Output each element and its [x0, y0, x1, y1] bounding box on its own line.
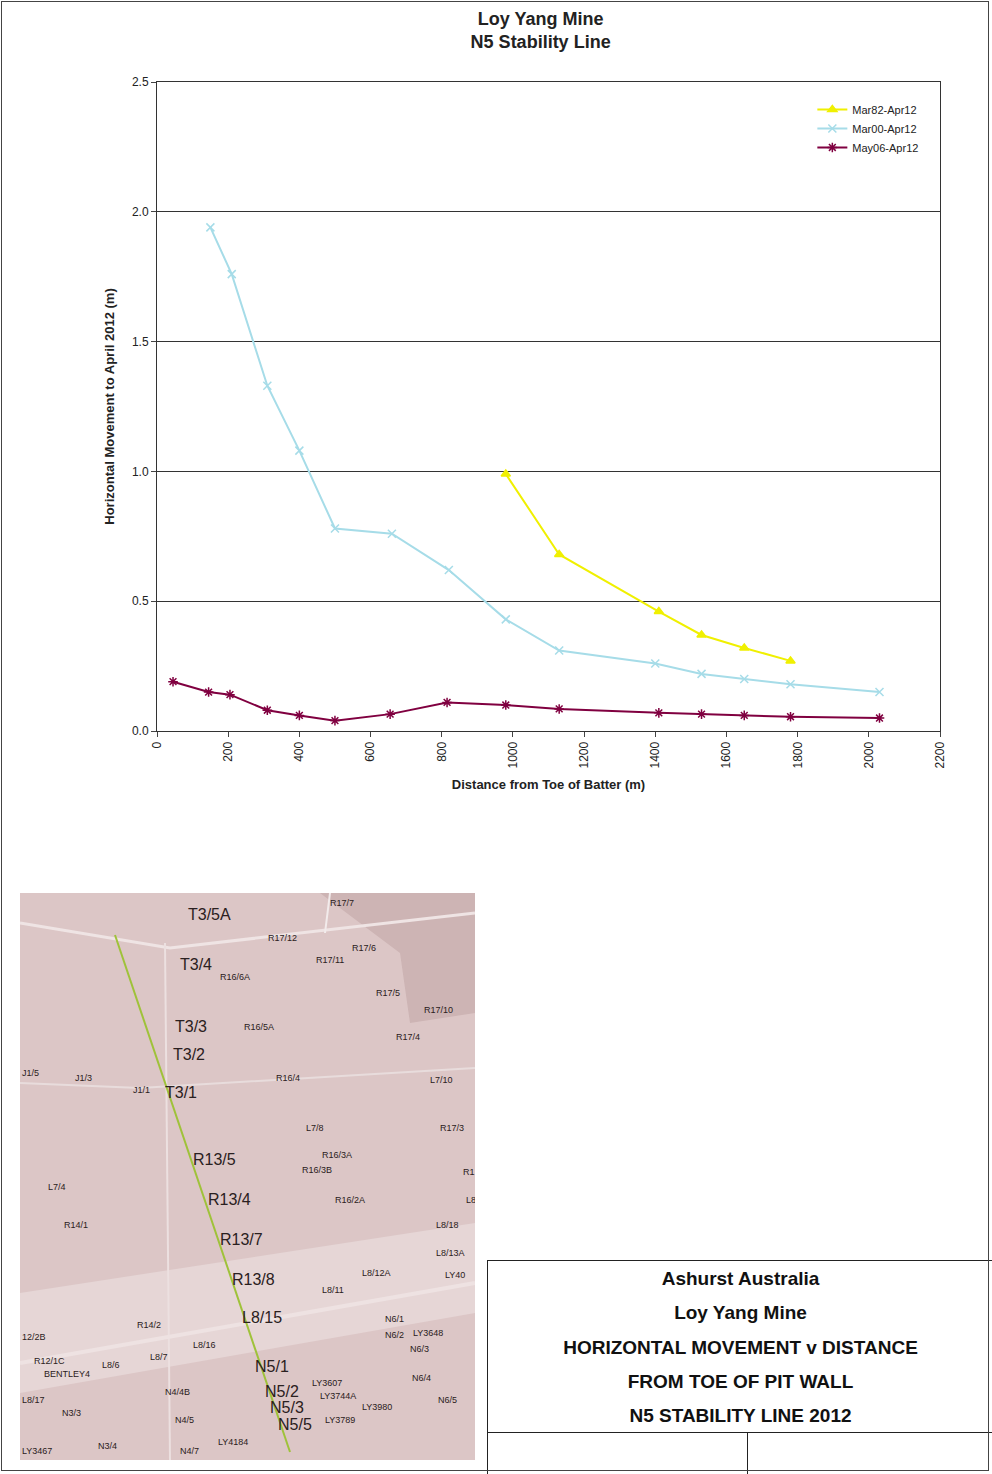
svg-text:May06-Apr12: May06-Apr12 — [852, 142, 918, 154]
html-text:N3/4: N3/4 — [98, 1440, 117, 1451]
html-text:LY3467: LY3467 — [22, 1445, 53, 1456]
html-text:12/2B: 12/2B — [22, 1331, 46, 1342]
html-text:R16/5A: R16/5A — [244, 1021, 274, 1032]
html-text:R13/4: R13/4 — [208, 1191, 251, 1208]
html-text:N6/5: N6/5 — [438, 1394, 457, 1405]
svg-text:600: 600 — [363, 741, 377, 761]
html-text:LY4184: LY4184 — [218, 1436, 249, 1447]
html-text:L7/8: L7/8 — [306, 1122, 324, 1133]
html-text:LY40: LY40 — [445, 1269, 466, 1280]
html-text:L8/17: L8/17 — [22, 1394, 45, 1405]
html-text:N3/3: N3/3 — [62, 1407, 81, 1418]
html-text:N5/5: N5/5 — [278, 1416, 312, 1433]
html-text:L8/13A: L8/13A — [436, 1247, 465, 1258]
html-text:Ashurst Australia: Ashurst Australia — [661, 1268, 820, 1289]
svg-text:2200: 2200 — [933, 741, 947, 768]
html-text:L8/7: L8/7 — [150, 1351, 168, 1362]
html-text:R14/2: R14/2 — [137, 1319, 161, 1330]
html-text:R16/6A: R16/6A — [220, 971, 250, 982]
html-text:J1/3: J1/3 — [75, 1072, 92, 1083]
html-text:R17/4: R17/4 — [396, 1031, 420, 1042]
html-text:L8/18: L8/18 — [436, 1219, 459, 1230]
html-text:L8/15: L8/15 — [242, 1309, 282, 1326]
svg-text:400: 400 — [292, 741, 306, 761]
html-text:R16/3A: R16/3A — [322, 1149, 352, 1160]
html-text:R13/7: R13/7 — [220, 1231, 263, 1248]
html-text:L8/16: L8/16 — [193, 1339, 216, 1350]
svg-text:Mar82-Apr12: Mar82-Apr12 — [852, 104, 916, 116]
html-text:T3/5A: T3/5A — [188, 906, 231, 923]
html-text:R12/1C: R12/1C — [34, 1355, 65, 1366]
html-text:N5/2: N5/2 — [265, 1383, 299, 1400]
html-text:L8/11: L8/11 — [322, 1284, 344, 1295]
html-text:R17/12: R17/12 — [268, 932, 297, 943]
html-text:L8/6: L8/6 — [102, 1359, 120, 1370]
svg-text:1000: 1000 — [506, 741, 520, 768]
html-text:LY3789: LY3789 — [325, 1414, 356, 1425]
html-text:R17/11: R17/11 — [316, 954, 345, 965]
html-text:L7/10: L7/10 — [430, 1074, 453, 1085]
html-text:N4/4B: N4/4B — [165, 1386, 190, 1397]
html-text:LY3648: LY3648 — [413, 1327, 444, 1338]
html-text:N6/3: N6/3 — [410, 1343, 429, 1354]
html-text:R16/3B: R16/3B — [302, 1164, 332, 1175]
html-text:N5 STABILITY LINE 2012: N5 STABILITY LINE 2012 — [629, 1405, 852, 1426]
html-text:LY3607: LY3607 — [312, 1377, 343, 1388]
html-text:LY3980: LY3980 — [362, 1401, 393, 1412]
html-text:N5/3: N5/3 — [270, 1399, 304, 1416]
html-text:R17/7: R17/7 — [330, 897, 354, 908]
html-text:Loy Yang Mine: Loy Yang Mine — [674, 1302, 807, 1323]
html-text:L7/4: L7/4 — [48, 1181, 66, 1192]
html-text:N4/5: N4/5 — [175, 1414, 194, 1425]
html-text:N6/4: N6/4 — [412, 1372, 431, 1383]
html-text:R16/2A: R16/2A — [335, 1194, 365, 1205]
svg-text:1.5: 1.5 — [132, 335, 149, 349]
svg-text:Distance from Toe of Batter (m: Distance from Toe of Batter (m) — [452, 777, 645, 792]
html-text:J1/5: J1/5 — [22, 1067, 39, 1078]
svg-text:1.0: 1.0 — [132, 465, 149, 479]
html-text:L8/12A: L8/12A — [362, 1267, 391, 1278]
html-text:HORIZONTAL MOVEMENT v DISTANCE: HORIZONTAL MOVEMENT v DISTANCE — [563, 1337, 918, 1358]
html-text:R17/3: R17/3 — [440, 1122, 464, 1133]
svg-text:Mar00-Apr12: Mar00-Apr12 — [852, 123, 916, 135]
html-text:R14/1: R14/1 — [64, 1219, 88, 1230]
html-text:T3/3: T3/3 — [175, 1018, 207, 1035]
html-text:BENTLEY4: BENTLEY4 — [44, 1368, 90, 1379]
html-text:T3/2: T3/2 — [173, 1046, 205, 1063]
html-text:N6/2: N6/2 — [385, 1329, 404, 1340]
html-text:R16/4: R16/4 — [276, 1072, 300, 1083]
html-text:R13/5: R13/5 — [193, 1151, 236, 1168]
svg-text:800: 800 — [435, 741, 449, 761]
svg-text:0.0: 0.0 — [132, 724, 149, 738]
html-text:R17/5: R17/5 — [376, 987, 400, 998]
svg-text:0: 0 — [150, 741, 164, 748]
svg-text:1600: 1600 — [719, 741, 733, 768]
html-text:R1: R1 — [463, 1166, 475, 1177]
svg-text:1200: 1200 — [577, 741, 591, 768]
html-text:T3/4: T3/4 — [180, 956, 212, 973]
svg-text:1800: 1800 — [791, 741, 805, 768]
svg-text:Loy Yang MineN5 Stability Line: Loy Yang MineN5 Stability Line — [471, 9, 611, 52]
svg-text:2.0: 2.0 — [132, 205, 149, 219]
html-text:N4/7: N4/7 — [180, 1445, 199, 1456]
html-text:L8: L8 — [466, 1194, 476, 1205]
html-text:T3/1: T3/1 — [165, 1084, 197, 1101]
html-text:LY3744A: LY3744A — [320, 1390, 357, 1401]
svg-text:Horizontal Movement to April 2: Horizontal Movement to April 2012 (m) — [102, 288, 117, 524]
svg-text:1400: 1400 — [648, 741, 662, 768]
html-text:N6/1: N6/1 — [385, 1313, 404, 1324]
svg-text:0.5: 0.5 — [132, 594, 149, 608]
svg-text:2000: 2000 — [862, 741, 876, 768]
html-text:N5/1: N5/1 — [255, 1358, 289, 1375]
html-text:J1/1: J1/1 — [133, 1084, 150, 1095]
svg-text:2.5: 2.5 — [132, 75, 149, 89]
html-text:FROM TOE OF PIT WALL: FROM TOE OF PIT WALL — [627, 1371, 854, 1392]
html-text:R13/8: R13/8 — [232, 1271, 275, 1288]
svg-text:200: 200 — [221, 741, 235, 761]
html-text:R17/10: R17/10 — [424, 1004, 453, 1015]
html-text:R17/6: R17/6 — [352, 942, 376, 953]
